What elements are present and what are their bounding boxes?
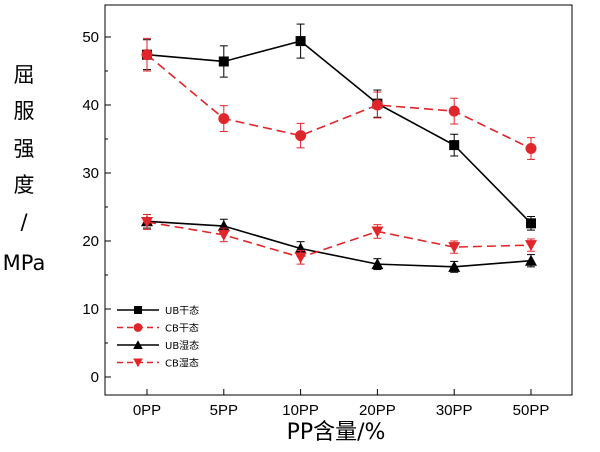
x-tick-label: 0PP bbox=[133, 402, 161, 419]
x-tick-label: 20PP bbox=[359, 402, 396, 419]
legend-marker bbox=[133, 358, 143, 368]
y-tick-label: 0 bbox=[91, 369, 99, 386]
y-tick-label: 20 bbox=[82, 233, 99, 250]
series-2 bbox=[141, 37, 537, 160]
y-axis-title-char: 屈 bbox=[14, 63, 35, 87]
data-point bbox=[295, 130, 307, 142]
legend-item: UB湿态 bbox=[117, 339, 199, 352]
series-line bbox=[146, 220, 532, 268]
data-point bbox=[448, 260, 461, 272]
x-tick-label: 50PP bbox=[513, 402, 550, 419]
legend-marker bbox=[133, 340, 143, 349]
legend-label: CB湿态 bbox=[165, 357, 199, 370]
data-point bbox=[294, 252, 307, 264]
data-point bbox=[141, 216, 153, 228]
data-point bbox=[448, 242, 461, 254]
legend-label: CB干态 bbox=[165, 322, 199, 335]
data-point bbox=[371, 258, 384, 270]
series-line bbox=[146, 54, 532, 150]
data-point bbox=[371, 99, 383, 111]
data-point bbox=[217, 229, 230, 241]
y-axis-title-char: 强 bbox=[14, 137, 35, 161]
series-3 bbox=[141, 213, 537, 273]
data-point bbox=[141, 49, 153, 61]
legend-item: UB干态 bbox=[117, 304, 199, 317]
legend-label: UB湿态 bbox=[165, 339, 199, 352]
legend-item: CB湿态 bbox=[117, 357, 199, 370]
legend-label: UB干态 bbox=[165, 304, 199, 317]
legend-marker bbox=[133, 323, 143, 332]
data-point bbox=[371, 226, 384, 238]
y-tick-label: 30 bbox=[82, 165, 99, 182]
y-tick-label: 40 bbox=[82, 97, 99, 114]
x-axis-title: PP含量/% bbox=[287, 420, 386, 445]
data-point bbox=[295, 36, 306, 47]
data-point bbox=[525, 254, 537, 266]
data-point bbox=[448, 105, 460, 117]
y-axis-title-char: / bbox=[20, 210, 28, 234]
data-point bbox=[218, 113, 230, 125]
x-axis-ticks: 0PP 5PP 10PP 20PP 30PP 50PP bbox=[133, 389, 550, 419]
y-tick-label: 50 bbox=[82, 29, 99, 46]
data-point bbox=[526, 218, 536, 229]
series-1 bbox=[142, 23, 536, 231]
plot-frame bbox=[104, 4, 573, 396]
data-point bbox=[449, 140, 460, 151]
x-tick-label: 5PP bbox=[210, 402, 238, 419]
legend: UB干态 CB干态 UB湿态 CB湿态 bbox=[117, 304, 199, 370]
x-tick-label: 10PP bbox=[282, 402, 319, 419]
series-group bbox=[141, 23, 537, 273]
data-point bbox=[525, 240, 537, 252]
data-point bbox=[525, 143, 537, 155]
x-tick-label: 30PP bbox=[436, 402, 473, 419]
y-tick-label: 10 bbox=[82, 301, 99, 318]
y-axis-title-char: 服 bbox=[14, 99, 35, 123]
series-4 bbox=[141, 213, 537, 265]
y-axis-title-char: 度 bbox=[14, 173, 35, 197]
series-line bbox=[146, 221, 532, 259]
y-axis-ticks: 0 10 20 30 40 50 bbox=[82, 29, 111, 386]
series-line bbox=[146, 40, 532, 224]
y-axis-title-char: MPa bbox=[3, 251, 46, 275]
data-point bbox=[218, 56, 229, 67]
legend-item: CB干态 bbox=[117, 322, 199, 335]
legend-marker bbox=[134, 306, 142, 314]
